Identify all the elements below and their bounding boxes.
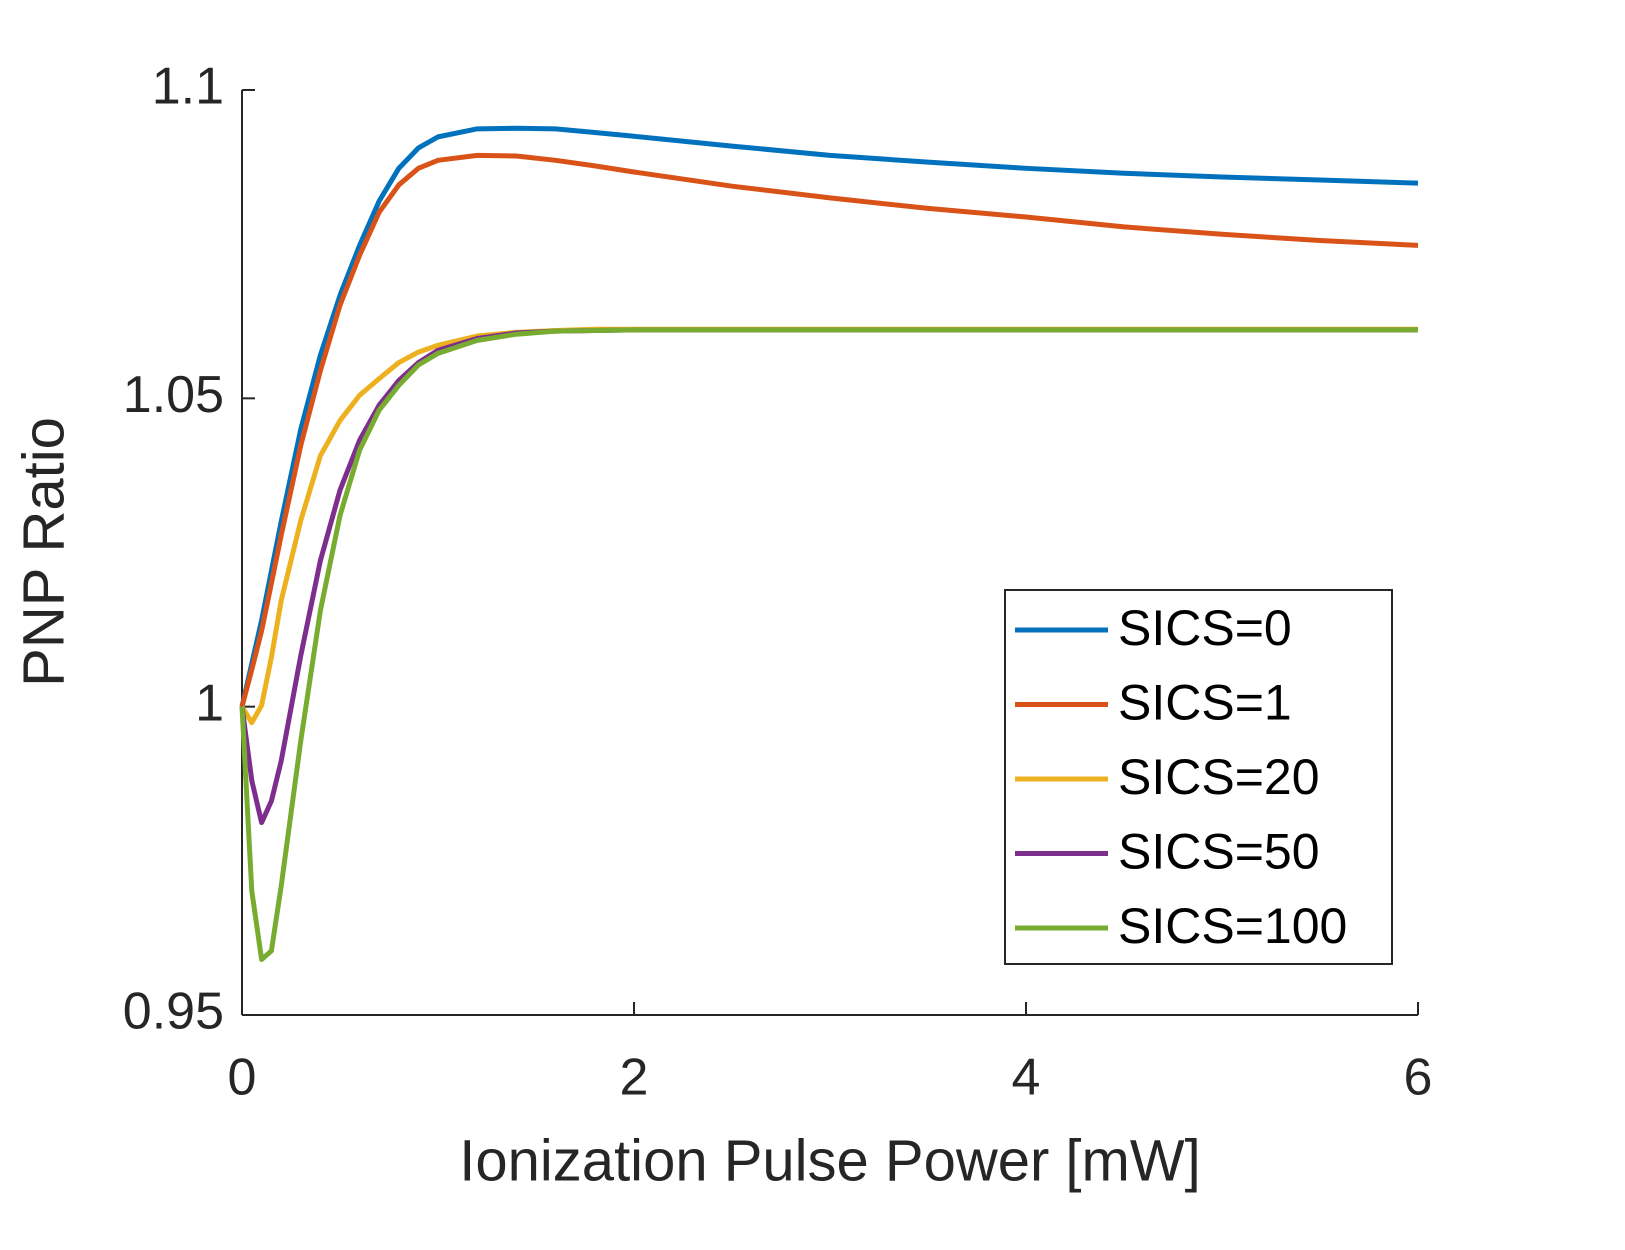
x-axis-label: Ionization Pulse Power [mW] (459, 1128, 1200, 1193)
y-tick-label: 1 (195, 674, 224, 732)
y-tick-label: 1.05 (123, 366, 224, 424)
y-tick-label: 0.95 (123, 983, 224, 1041)
legend-label: SICS=20 (1118, 749, 1320, 805)
x-tick-label: 6 (1404, 1049, 1433, 1107)
y-tick-label: 1.1 (152, 58, 224, 116)
legend-label: SICS=100 (1118, 898, 1347, 954)
x-tick-label: 2 (620, 1049, 649, 1107)
legend-label: SICS=50 (1118, 824, 1320, 880)
legend-label: SICS=0 (1118, 600, 1292, 656)
line-series (239, 125, 1419, 708)
x-tick-label: 4 (1012, 1049, 1041, 1107)
y-axis-label: PNP Ratio (11, 417, 76, 687)
x-tick-label: 0 (228, 1049, 257, 1107)
line-series (239, 327, 1418, 962)
legend-label: SICS=1 (1118, 675, 1292, 731)
line-series (239, 152, 1419, 708)
